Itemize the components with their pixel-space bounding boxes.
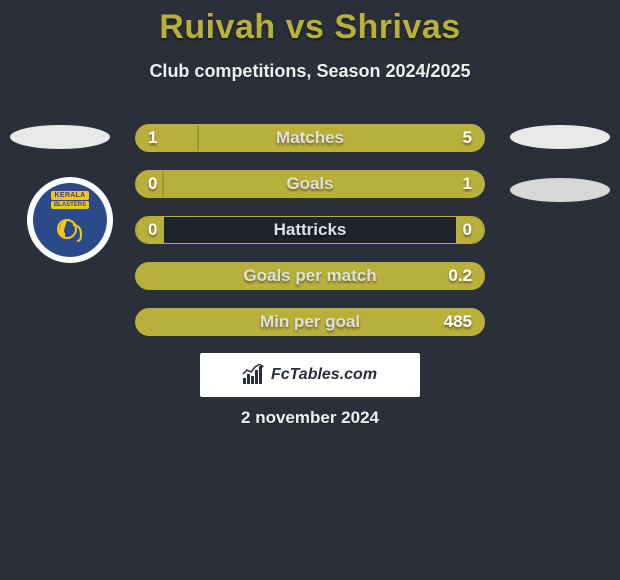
club-badge: KERALA BLASTERS — [27, 177, 113, 263]
stat-label: Hattricks — [136, 217, 484, 243]
stat-row: 0Hattricks0 — [135, 216, 485, 244]
brand-chart-icon — [243, 366, 265, 384]
branding-text: FcTables.com — [271, 366, 377, 384]
stat-row: 1Matches5 — [135, 124, 485, 152]
stat-label: Matches — [136, 125, 484, 151]
player-right-badge-placeholder-2 — [510, 178, 610, 202]
elephant-icon — [53, 213, 87, 251]
stat-row: Min per goal485 — [135, 308, 485, 336]
stat-right-value: 0 — [463, 217, 472, 243]
stat-right-value: 5 — [463, 125, 472, 151]
stat-right-value: 0.2 — [448, 263, 472, 289]
player-right-badge-placeholder — [510, 125, 610, 149]
stat-right-value: 485 — [444, 309, 472, 335]
player-left-badge-placeholder — [10, 125, 110, 149]
date-text: 2 november 2024 — [0, 408, 620, 428]
stat-row: 0Goals1 — [135, 170, 485, 198]
club-badge-inner: KERALA BLASTERS — [33, 183, 107, 257]
club-badge-text-1: KERALA — [51, 191, 90, 200]
club-badge-text-2: BLASTERS — [51, 201, 89, 209]
stat-label: Goals — [136, 171, 484, 197]
page-subtitle: Club competitions, Season 2024/2025 — [0, 61, 620, 82]
stat-label: Goals per match — [136, 263, 484, 289]
stats-bars: 1Matches50Goals10Hattricks0Goals per mat… — [135, 124, 485, 354]
stat-row: Goals per match0.2 — [135, 262, 485, 290]
page-title: Ruivah vs Shrivas — [0, 0, 620, 47]
stat-right-value: 1 — [463, 171, 472, 197]
branding-panel[interactable]: FcTables.com — [200, 353, 420, 397]
stat-label: Min per goal — [136, 309, 484, 335]
